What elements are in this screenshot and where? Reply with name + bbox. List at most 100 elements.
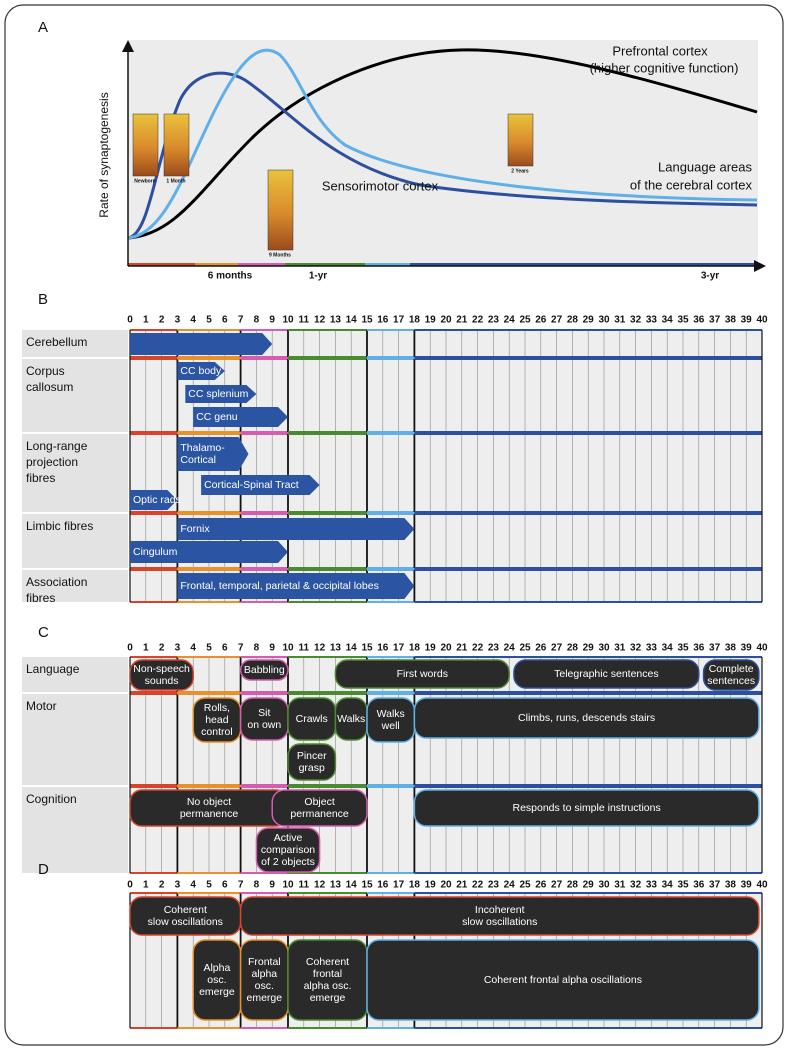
month-label: 0 [127, 315, 133, 326]
month-label: 36 [693, 643, 705, 654]
box-label: First words [397, 668, 448, 680]
month-label: 35 [677, 315, 689, 326]
month-label: 38 [725, 643, 737, 654]
month-label: 23 [488, 643, 500, 654]
month-label: 3 [175, 880, 181, 891]
row-label-line: Association [26, 575, 87, 589]
language-curve [127, 48, 758, 240]
month-label: 13 [330, 315, 342, 326]
row-label: Cerebellum [26, 335, 87, 349]
bar-label: Fornix [180, 523, 210, 535]
month-label: 8 [254, 880, 260, 891]
event-box [513, 659, 700, 689]
month-label: 25 [519, 643, 531, 654]
month-label: 3 [175, 315, 181, 326]
box-label: No object permanence [180, 796, 239, 820]
month-label: 28 [567, 315, 579, 326]
month-label: 11 [299, 643, 310, 654]
box-label-line: alpha osc. [304, 980, 352, 992]
event-box [334, 659, 510, 689]
month-label: 7 [238, 315, 244, 326]
box-label-line: comparison [261, 844, 315, 856]
month-label: 19 [425, 643, 437, 654]
box-label-line: Frontal [248, 956, 281, 968]
box-label-line: head [205, 714, 229, 726]
month-label: 24 [504, 880, 516, 891]
month-label: 30 [598, 880, 610, 891]
arrow-bar [201, 475, 320, 495]
age-stripe [365, 263, 410, 266]
month-label: 9 [269, 880, 275, 891]
box-label-line: Walks [337, 713, 365, 725]
month-label: 32 [630, 880, 642, 891]
box-label: Incoherent slow oscillations [462, 904, 537, 928]
month-label: 9 [269, 643, 275, 654]
row-label-bg [22, 359, 128, 432]
event-box [366, 939, 760, 1021]
month-label: 23 [488, 315, 500, 326]
month-label: 6 [222, 880, 228, 891]
month-label: 11 [299, 880, 310, 891]
month-label: 33 [646, 643, 658, 654]
arrow-bar [193, 407, 288, 427]
bar-label: CC splenium [188, 388, 248, 400]
row-label-bg [22, 570, 128, 602]
month-label: 18 [409, 880, 421, 891]
box-label-line: Non-speech [133, 663, 190, 675]
bar-label: Cortical-Spinal Tract [204, 479, 299, 491]
box-label: Coherent slow oscillations [148, 904, 223, 928]
event-box [413, 697, 760, 739]
row-label: Corpus callosum [26, 364, 73, 394]
month-label: 11 [299, 315, 310, 326]
month-label: 17 [393, 880, 405, 891]
box-label-line: Telegraphic sentences [554, 668, 658, 680]
month-label: 29 [583, 315, 595, 326]
month-label: 26 [535, 643, 547, 654]
box-label-line: Coherent [306, 956, 349, 968]
row-label-line: Cognition [26, 792, 77, 806]
box-label-line: permanence [290, 808, 349, 820]
month-label: 38 [725, 880, 737, 891]
box-label-line: No object [187, 796, 231, 808]
month-label: 16 [377, 643, 389, 654]
month-label: 37 [709, 643, 721, 654]
row-label: Language [26, 662, 80, 676]
month-label: 26 [535, 315, 547, 326]
month-label: 12 [314, 880, 326, 891]
month-label: 33 [646, 315, 658, 326]
bar-label: Thalamo-Cortical [180, 442, 225, 466]
month-label: 34 [662, 643, 674, 654]
row-label-line: fibres [26, 591, 55, 605]
bar-label-line: CC genu [196, 411, 238, 423]
box-label-line: Responds to simple instructions [512, 802, 660, 814]
month-label: 29 [583, 643, 595, 654]
box-label: Walks well [377, 708, 405, 732]
box-label: Frontal alpha osc. emerge [246, 956, 282, 1004]
x-label: 6 months [208, 271, 253, 282]
month-label: 35 [677, 880, 689, 891]
bar-label: CC body [180, 365, 222, 377]
month-label: 9 [269, 315, 275, 326]
month-label: 5 [206, 643, 212, 654]
box-label: Crawls [296, 713, 328, 725]
month-label: 28 [567, 880, 579, 891]
tissue-image [132, 113, 159, 177]
row-label-line: projection [26, 455, 78, 469]
month-label: 29 [583, 880, 595, 891]
box-label: Complete sentences [707, 663, 755, 687]
box-label: Coherent frontal alpha osc. emerge [304, 956, 352, 1004]
bar-label-line: Cortical [180, 454, 216, 466]
box-label-line: Walks [377, 708, 405, 720]
box-label: Sit on own [247, 707, 281, 731]
arrow-bar [177, 518, 415, 540]
panel-letter: A [38, 19, 48, 36]
month-label: 15 [361, 880, 373, 891]
month-label: 8 [254, 643, 260, 654]
box-label-line: Coherent frontal alpha oscillations [484, 974, 642, 986]
month-label: 5 [206, 880, 212, 891]
month-label: 27 [551, 643, 563, 654]
row-label-bg [22, 434, 128, 512]
row-label-line: Motor [26, 699, 57, 713]
age-stripe [410, 263, 757, 266]
